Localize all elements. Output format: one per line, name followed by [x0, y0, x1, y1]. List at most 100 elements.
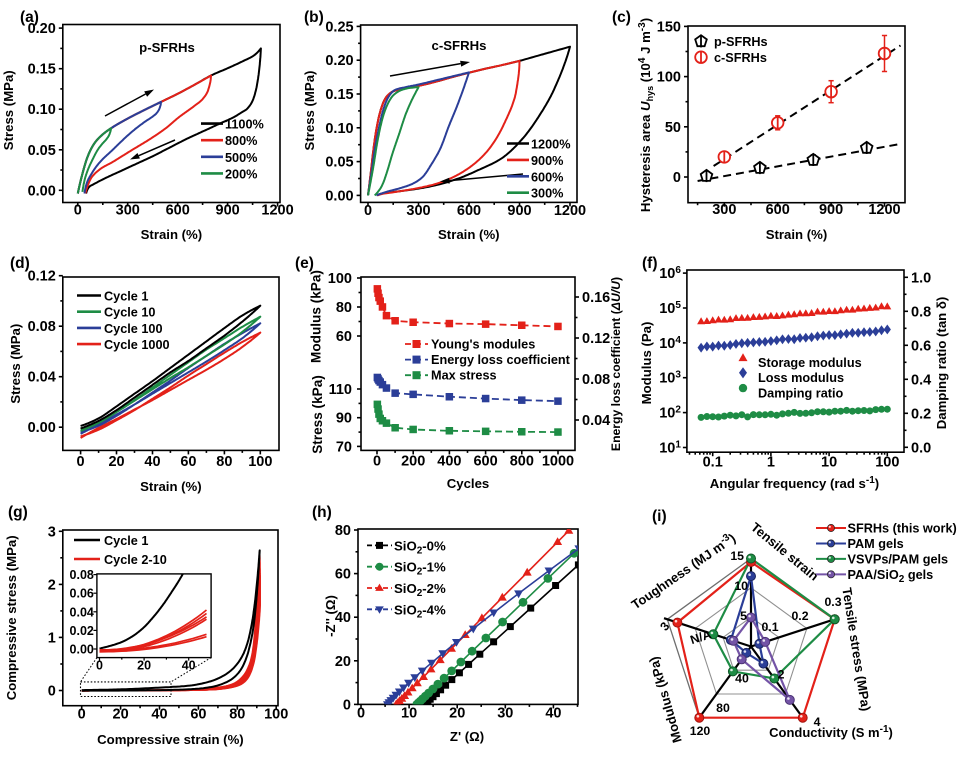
svg-text:1200: 1200 — [868, 202, 900, 218]
svg-text:0.08: 0.08 — [28, 319, 56, 335]
svg-text:0.2: 0.2 — [911, 406, 931, 422]
svg-text:0.08: 0.08 — [70, 568, 94, 582]
svg-text:1: 1 — [767, 455, 775, 471]
svg-text:N/A: N/A — [689, 627, 714, 647]
svg-text:VSVPs/PAM gels: VSVPs/PAM gels — [848, 552, 949, 566]
svg-text:20: 20 — [113, 707, 129, 723]
svg-text:10: 10 — [821, 455, 837, 471]
svg-text:2: 2 — [48, 577, 56, 593]
svg-text:0.16: 0.16 — [582, 290, 610, 306]
svg-text:Strain (%): Strain (%) — [438, 227, 500, 242]
svg-text:(i): (i) — [652, 508, 667, 525]
svg-text:600: 600 — [457, 203, 481, 219]
svg-text:300: 300 — [712, 202, 736, 218]
svg-text:60: 60 — [336, 329, 352, 345]
svg-text:Stress (MPa): Stress (MPa) — [8, 324, 23, 404]
svg-text:1200: 1200 — [261, 203, 293, 219]
svg-text:Angular frequency (rad s-1): Angular frequency (rad s-1) — [710, 475, 879, 491]
svg-text:Strain (%): Strain (%) — [141, 227, 203, 242]
svg-text:(a): (a) — [20, 9, 39, 26]
svg-text:30: 30 — [497, 705, 513, 721]
svg-text:0: 0 — [48, 684, 56, 700]
svg-text:SiO2-0%: SiO2-0% — [394, 538, 446, 556]
svg-text:(f): (f) — [642, 255, 658, 272]
svg-text:50: 50 — [665, 120, 681, 136]
svg-text:0.0: 0.0 — [911, 440, 931, 456]
svg-text:600: 600 — [766, 202, 790, 218]
svg-text:0: 0 — [77, 454, 85, 470]
svg-text:-Z'' (Ω): -Z'' (Ω) — [323, 595, 338, 637]
svg-text:Compressive stress (MPa): Compressive stress (MPa) — [4, 535, 19, 700]
svg-text:Compressive strain (%): Compressive strain (%) — [97, 732, 244, 747]
svg-text:10: 10 — [734, 579, 748, 593]
svg-text:0: 0 — [74, 203, 82, 219]
svg-text:120: 120 — [690, 724, 711, 738]
svg-text:SiO2-2%: SiO2-2% — [394, 581, 446, 599]
svg-text:0.10: 0.10 — [28, 102, 56, 118]
svg-text:0.3: 0.3 — [824, 595, 841, 609]
svg-text:0.20: 0.20 — [28, 21, 56, 37]
svg-text:0.08: 0.08 — [582, 372, 610, 388]
svg-text:80: 80 — [216, 454, 232, 470]
svg-text:Strain (%): Strain (%) — [766, 227, 828, 242]
svg-text:1200: 1200 — [554, 203, 586, 219]
svg-text:15: 15 — [730, 549, 744, 563]
svg-text:110: 110 — [329, 382, 352, 398]
svg-text:80: 80 — [335, 523, 351, 539]
svg-text:1.0: 1.0 — [911, 270, 931, 286]
svg-text:SiO2-4%: SiO2-4% — [394, 602, 446, 620]
svg-text:3: 3 — [48, 524, 56, 540]
svg-text:Cycles: Cycles — [447, 476, 490, 491]
svg-text:Conductivity (S m-1): Conductivity (S m-1) — [769, 724, 893, 740]
svg-text:0.12: 0.12 — [582, 331, 610, 347]
svg-text:1: 1 — [48, 630, 56, 646]
svg-text:900: 900 — [507, 203, 531, 219]
svg-text:20: 20 — [449, 705, 465, 721]
svg-text:0: 0 — [673, 170, 681, 186]
svg-text:Modulus (kPa): Modulus (kPa) — [309, 270, 324, 363]
svg-text:80: 80 — [336, 300, 352, 316]
svg-text:0.12: 0.12 — [28, 269, 56, 285]
svg-text:Z' (Ω): Z' (Ω) — [450, 729, 484, 744]
svg-text:Cycle 1000: Cycle 1000 — [104, 338, 170, 352]
svg-text:Young's modules: Young's modules — [431, 338, 535, 352]
svg-text:SFRHs (this work): SFRHs (this work) — [848, 522, 957, 536]
svg-text:600: 600 — [473, 453, 497, 469]
svg-text:Stress (MPa): Stress (MPa) — [302, 71, 317, 151]
svg-text:(d): (d) — [10, 255, 30, 272]
svg-text:1200%: 1200% — [531, 138, 571, 152]
svg-text:70: 70 — [336, 439, 352, 455]
svg-text:0: 0 — [343, 697, 351, 713]
svg-text:80: 80 — [716, 701, 730, 715]
svg-text:Strain (%): Strain (%) — [140, 479, 202, 494]
svg-text:Stress (MPa): Stress (MPa) — [1, 70, 16, 150]
svg-text:0.00: 0.00 — [28, 420, 56, 436]
svg-text:100: 100 — [875, 455, 899, 471]
svg-text:0.8: 0.8 — [911, 304, 931, 320]
svg-text:Cycle 1: Cycle 1 — [104, 290, 148, 304]
svg-text:1100%: 1100% — [225, 118, 264, 132]
svg-text:0.06: 0.06 — [70, 587, 94, 601]
svg-text:0.05: 0.05 — [28, 143, 56, 159]
svg-text:40: 40 — [735, 672, 749, 686]
svg-text:(g): (g) — [8, 504, 28, 521]
svg-text:40: 40 — [182, 659, 196, 673]
svg-text:0: 0 — [96, 659, 103, 673]
svg-text:0: 0 — [357, 705, 365, 721]
svg-text:(c): (c) — [612, 9, 631, 26]
svg-text:0.1: 0.1 — [761, 620, 778, 634]
svg-text:0.10: 0.10 — [325, 121, 353, 137]
svg-text:0.4: 0.4 — [911, 372, 931, 388]
svg-text:0.15: 0.15 — [325, 87, 353, 103]
svg-text:p-SFRHs: p-SFRHs — [714, 35, 768, 49]
svg-text:Max stress: Max stress — [431, 369, 497, 383]
svg-text:Damping ratio (tan δ): Damping ratio (tan δ) — [934, 297, 949, 430]
svg-text:c-SFRHs: c-SFRHs — [714, 51, 767, 65]
svg-text:Modulus (Pa): Modulus (Pa) — [639, 322, 654, 405]
svg-text:0: 0 — [373, 453, 381, 469]
svg-text:Stress (kPa): Stress (kPa) — [310, 375, 325, 454]
svg-text:40: 40 — [151, 707, 167, 723]
svg-text:Loss modulus: Loss modulus — [758, 371, 844, 385]
svg-text:Hysteresis area Uhys (104 J m-: Hysteresis area Uhys (104 J m-3) — [637, 18, 655, 212]
svg-text:4: 4 — [814, 715, 821, 729]
